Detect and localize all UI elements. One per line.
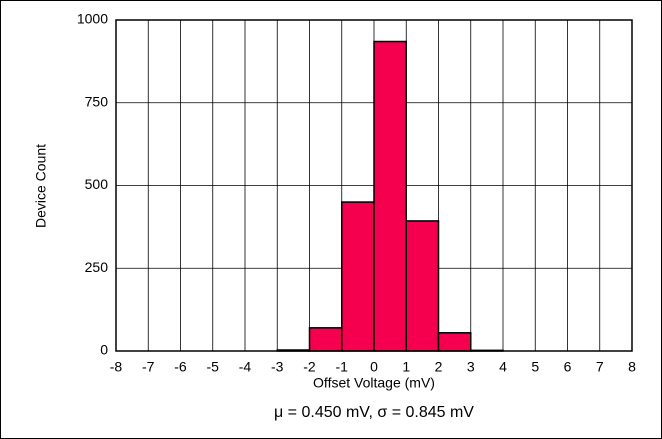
bar bbox=[405, 220, 440, 352]
plot-border bbox=[115, 19, 633, 352]
x-tick-label: 2 bbox=[435, 359, 443, 375]
y-tick-label: 1000 bbox=[77, 11, 108, 27]
y-tick-label: 250 bbox=[85, 259, 109, 275]
x-tick-label: -6 bbox=[174, 359, 187, 375]
x-tick-label: 0 bbox=[370, 359, 378, 375]
x-tick-label: -8 bbox=[110, 359, 123, 375]
x-tick-label: 1 bbox=[402, 359, 410, 375]
x-tick-label: 5 bbox=[531, 359, 539, 375]
x-tick-label: -7 bbox=[142, 359, 155, 375]
x-tick-label: -5 bbox=[207, 359, 220, 375]
x-tick-label: 4 bbox=[499, 359, 507, 375]
x-tick-label: 7 bbox=[596, 359, 604, 375]
annotation: μ = 0.450 mV, σ = 0.845 mV bbox=[274, 404, 474, 421]
x-tick-label: -3 bbox=[271, 359, 284, 375]
x-tick-label: -1 bbox=[336, 359, 349, 375]
bar bbox=[373, 40, 407, 352]
y-axis-label: Device Count bbox=[33, 144, 49, 228]
x-tick-label: 3 bbox=[467, 359, 475, 375]
x-tick-label: 8 bbox=[628, 359, 636, 375]
y-tick-label: 500 bbox=[85, 176, 109, 192]
x-tick-label: -2 bbox=[303, 359, 316, 375]
y-tick-label: 0 bbox=[100, 342, 108, 358]
x-tick-label: -4 bbox=[239, 359, 252, 375]
bar bbox=[308, 327, 343, 352]
bar bbox=[341, 201, 375, 352]
bar bbox=[437, 332, 472, 352]
x-tick-label: 6 bbox=[564, 359, 572, 375]
x-axis-label: Offset Voltage (mV) bbox=[313, 375, 435, 391]
y-tick-label: 750 bbox=[85, 93, 109, 109]
